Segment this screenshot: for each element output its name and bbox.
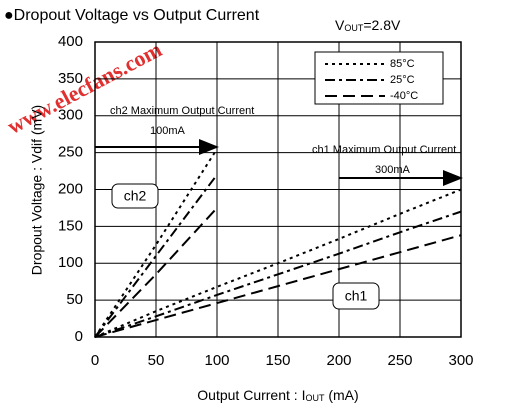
vout-label: VOUT=2.8V: [335, 17, 401, 34]
legend-label: -40°C: [390, 90, 418, 102]
y-tick-label: 0: [75, 328, 83, 345]
x-label-sub: OUT: [305, 393, 325, 403]
x-axis-label: Output Current : IOUT (mA): [197, 387, 358, 404]
data-line: [94, 148, 218, 338]
x-label-main: Output Current : I: [197, 387, 305, 403]
x-tick-label: 300: [448, 352, 473, 369]
vout-value: =2.8V: [363, 17, 401, 33]
annotation: 300mA: [375, 164, 411, 176]
y-tick-label: 50: [66, 291, 83, 308]
legend-label: 85°C: [390, 58, 415, 70]
watermark: www.elecfans.com: [3, 36, 166, 138]
y-tick-label: 250: [58, 144, 83, 161]
y-tick-label: 150: [58, 217, 83, 234]
y-tick-label: 200: [58, 180, 83, 197]
vout-sub: OUT: [344, 23, 364, 33]
data-line: [94, 234, 462, 338]
x-tick-label: 0: [91, 352, 99, 369]
x-tick-label: 100: [204, 352, 229, 369]
annotation: ch2 Maximum Output Current: [110, 105, 254, 117]
y-axis-label: Dropout Voltage : Vdif (mV): [29, 105, 45, 275]
y-tick-label: 100: [58, 254, 83, 271]
annotation: 100mA: [150, 125, 186, 137]
vout-v: V: [335, 17, 345, 33]
legend-label: 25°C: [390, 74, 415, 86]
annotation: ch1 Maximum Output Current: [312, 144, 456, 156]
data-line: [94, 207, 218, 338]
y-tick-label: 350: [58, 70, 83, 87]
x-tick-label: 150: [265, 352, 290, 369]
x-tick-label: 250: [387, 352, 412, 369]
chart-title: ●Dropout Voltage vs Output Current: [4, 7, 260, 24]
label-box: [111, 183, 159, 209]
y-tick-label: 400: [58, 33, 83, 50]
data-line: [94, 188, 462, 338]
data-line: [94, 174, 218, 338]
x-tick-label: 200: [326, 352, 351, 369]
series-group-label: ch1: [345, 288, 368, 304]
series-group-label: ch2: [124, 188, 147, 204]
y-tick-label: 300: [58, 107, 83, 124]
x-label-unit: (mA): [324, 387, 358, 403]
x-tick-label: 50: [148, 352, 165, 369]
data-line: [94, 210, 462, 338]
label-box: [332, 282, 380, 310]
